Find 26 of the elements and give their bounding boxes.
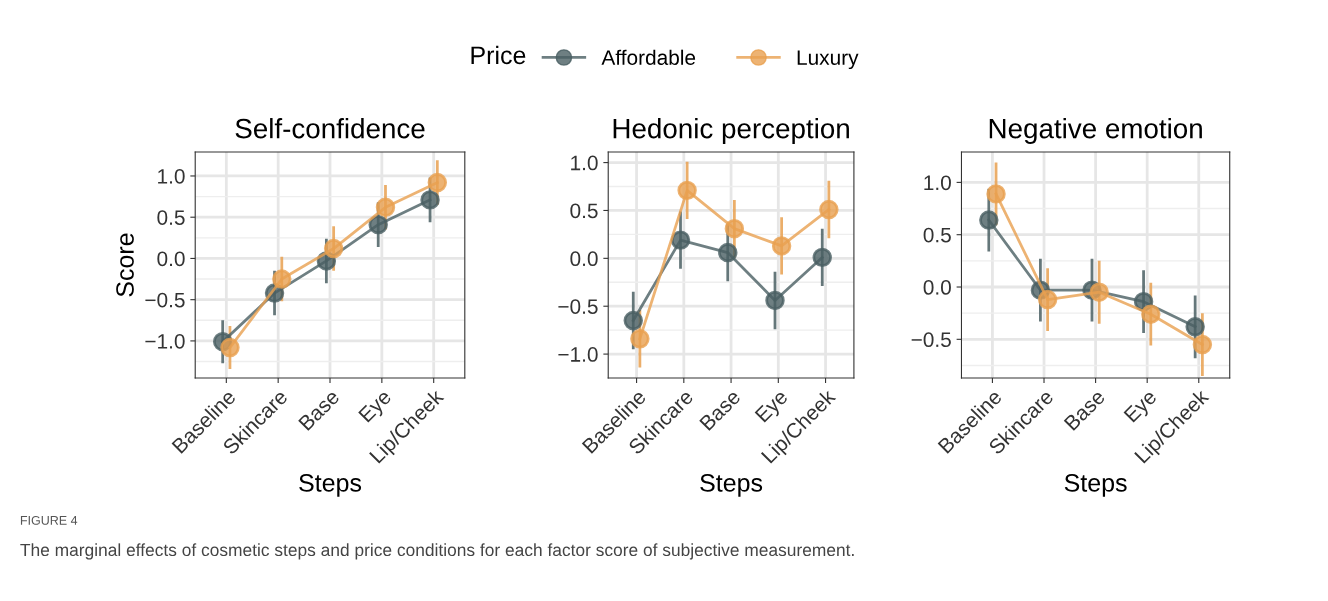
chart-title: Self-confidence [235, 118, 425, 139]
legend-label: Luxury [797, 50, 859, 70]
x-axis-title: Steps [1064, 474, 1127, 497]
chart-title: Negative emotion [989, 118, 1202, 144]
x-axis-title: Steps [700, 474, 763, 497]
y-tick-label: 0.5 [157, 210, 185, 225]
y-tick-label: −0.5 [558, 299, 598, 314]
y-axis-title: Score [116, 233, 134, 297]
y-tick-label: 1.0 [571, 155, 598, 171]
y-tick-label: 0.5 [923, 227, 951, 243]
y-tick-label: 1.0 [158, 168, 185, 184]
y-tick-label: 1.0 [924, 175, 951, 191]
y-tick-label: −0.5 [145, 292, 185, 308]
y-tick-label: 0.5 [570, 203, 598, 219]
legend-title: Price [471, 45, 526, 65]
y-tick-label: 0.0 [923, 280, 951, 295]
y-tick-label: −1.0 [558, 347, 598, 362]
y-tick-label: −0.5 [911, 332, 951, 348]
caption: FIGURE 4 [20, 515, 78, 525]
legend-label: Affordable [601, 49, 696, 65]
y-tick-label: 0.0 [570, 251, 598, 267]
y-tick-label: 0.0 [157, 251, 185, 267]
y-tick-label: −1.0 [145, 333, 185, 349]
x-axis-title: Steps [299, 474, 362, 497]
chart-title: Hedonic perception [613, 118, 849, 144]
text: The marginal effects of cosmetic steps and price conditions for each factor score of subjective measurement. [20, 543, 854, 560]
